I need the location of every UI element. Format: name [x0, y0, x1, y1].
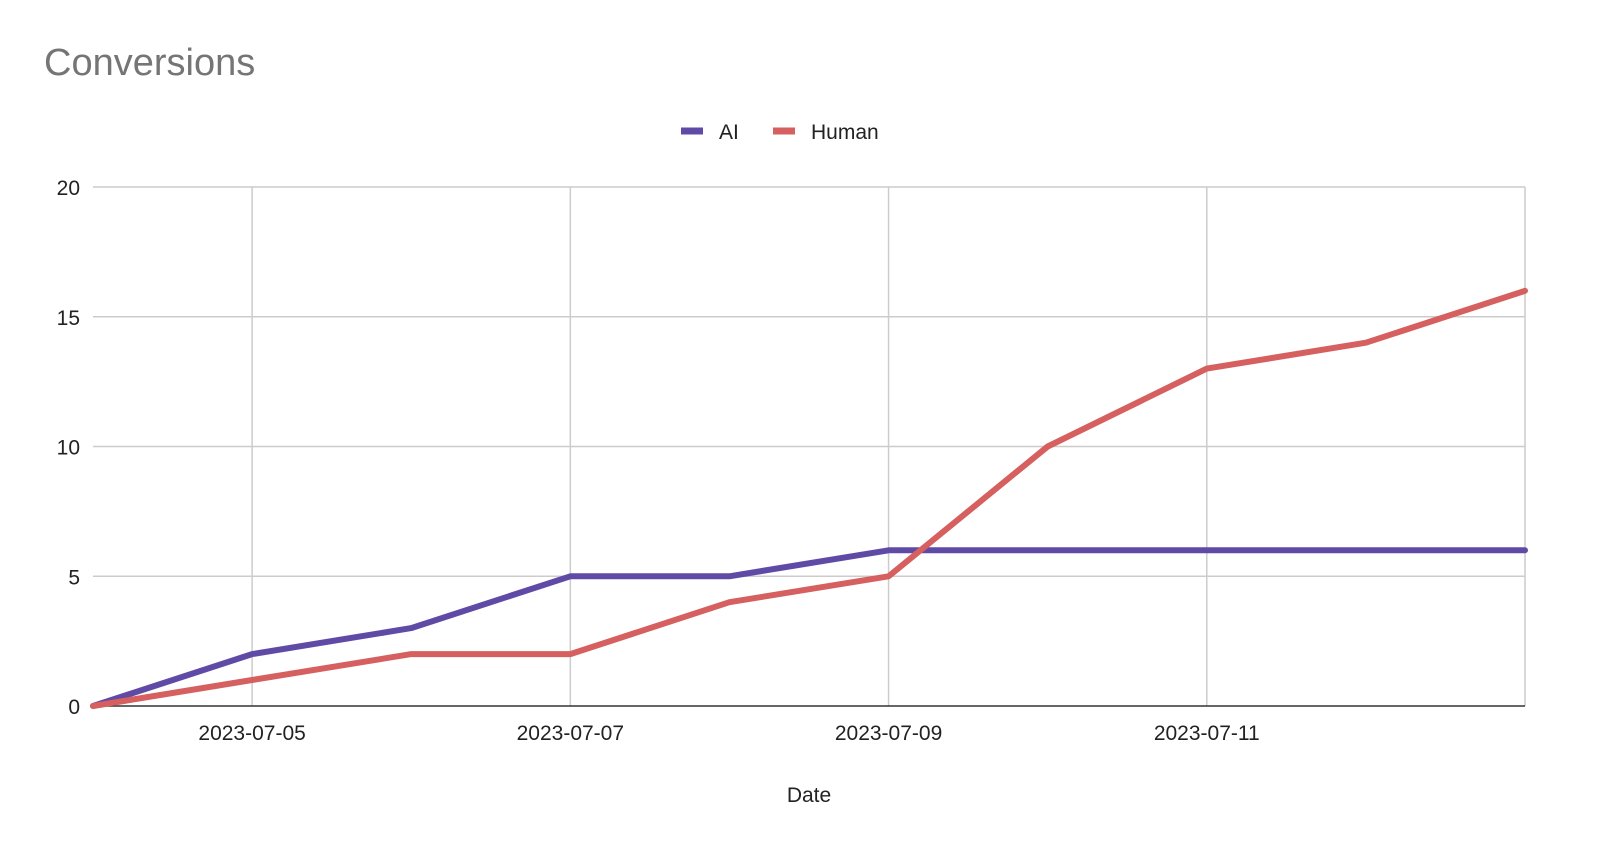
- x-tick-label: 2023-07-11: [1154, 722, 1260, 745]
- x-tick-label: 2023-07-09: [835, 722, 942, 745]
- chart-title: Conversions: [44, 42, 256, 84]
- series-line-ai: [90, 547, 1528, 709]
- x-axis-title: Date: [787, 784, 831, 807]
- x-tick-label: 2023-07-05: [198, 722, 305, 745]
- y-tick-label: 10: [57, 437, 80, 460]
- y-tick-label: 15: [57, 307, 80, 330]
- y-tick-label: 20: [57, 177, 80, 200]
- y-tick-label: 5: [68, 566, 80, 589]
- series-line-human: [90, 287, 1528, 709]
- x-tick-label: 2023-07-07: [517, 722, 624, 745]
- legend-label-ai: AI: [719, 121, 739, 144]
- legend-label-human: Human: [811, 121, 879, 144]
- y-tick-label: 0: [68, 696, 80, 719]
